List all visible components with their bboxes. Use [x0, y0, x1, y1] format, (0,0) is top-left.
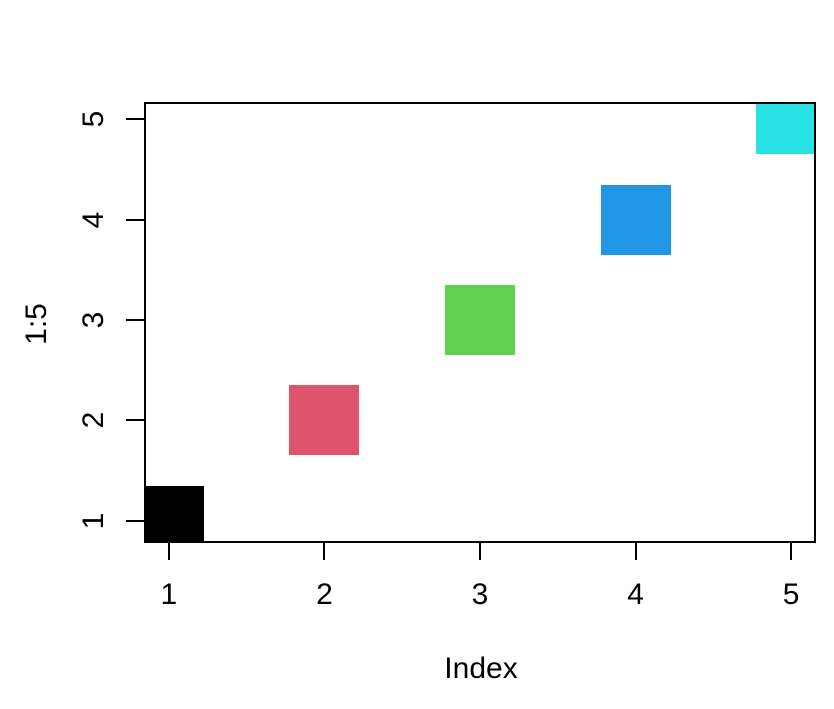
data-point-4-4 — [600, 184, 671, 255]
x-axis-tick-label: 3 — [471, 578, 489, 611]
data-point-5-5 — [756, 102, 816, 155]
y-axis-tick-mark — [126, 218, 144, 221]
x-axis-tick-mark — [790, 543, 793, 560]
y-axis-tick-mark — [126, 118, 144, 121]
y-axis-tick-mark — [126, 519, 144, 522]
x-axis-tick-label: 2 — [316, 578, 333, 611]
y-axis-title: 1:5 — [20, 303, 53, 345]
data-point-1-1 — [144, 485, 204, 543]
y-axis-tick-label: 4 — [77, 211, 110, 228]
x-axis-tick-mark — [634, 543, 637, 560]
y-axis-tick-label: 5 — [77, 110, 110, 128]
x-axis-tick-label: 4 — [627, 578, 644, 611]
x-axis-tick-mark — [479, 543, 481, 560]
plot-area — [144, 102, 816, 543]
y-axis-tick-mark — [126, 318, 144, 321]
y-axis-tick-label: 1 — [77, 512, 110, 530]
data-point-2-2 — [289, 385, 360, 456]
y-axis-tick-label: 3 — [77, 311, 110, 329]
data-point-3-3 — [445, 284, 515, 355]
x-axis-tick-label: 1 — [160, 578, 178, 611]
x-axis-tick-label: 5 — [782, 578, 800, 611]
y-axis-tick-label: 2 — [77, 412, 110, 429]
y-axis-tick-mark — [126, 419, 144, 422]
x-axis-tick-mark — [323, 543, 326, 560]
x-axis-tick-mark — [167, 543, 170, 560]
x-axis-title: Index — [444, 652, 518, 685]
